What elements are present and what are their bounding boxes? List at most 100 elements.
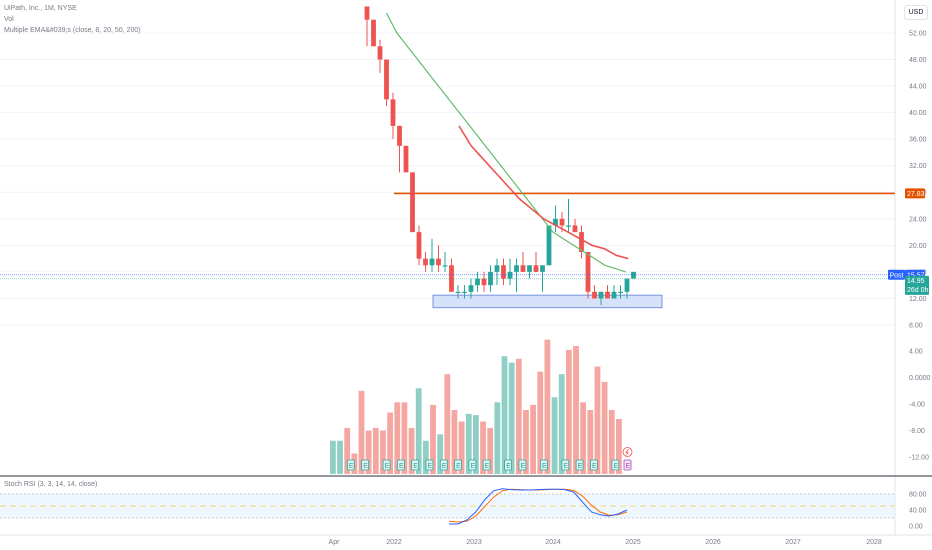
time-tick-label: 2022 [386, 539, 402, 546]
countdown-label: 26d 0h [907, 287, 929, 294]
earnings-label: E [385, 463, 390, 470]
earnings-label: E [442, 463, 447, 470]
volume-bar [594, 366, 601, 474]
candle-body [507, 271, 513, 279]
candle-body [546, 225, 552, 266]
candle-body [579, 232, 584, 252]
candle-body [553, 218, 558, 226]
volume-bar [530, 404, 536, 474]
candle-body [631, 271, 636, 279]
post-tag-bg [888, 269, 905, 280]
candle-body [397, 125, 402, 146]
earnings-icon [611, 459, 620, 471]
time-tick-label: 2024 [545, 539, 561, 546]
earnings-label: E [542, 463, 547, 470]
candle-body [611, 291, 617, 299]
ema-short-line [385, 12, 626, 273]
volume-bar [387, 412, 393, 474]
stoch-rsi-legend[interactable]: Stoch RSI (3, 3, 14, 14, close) [4, 481, 98, 488]
earnings-label: E [456, 463, 461, 470]
time-tick-label: 2026 [705, 539, 721, 546]
volume-bar [401, 402, 408, 474]
earnings-label: E [349, 463, 354, 470]
price-tick-label: 48.00 [909, 57, 927, 64]
volume-bar [365, 430, 372, 474]
volume-bar [415, 388, 422, 474]
candle-body [481, 278, 487, 286]
time-tick-label: 2027 [785, 539, 801, 546]
volume-tick-label: 0.0000 [909, 375, 931, 382]
volume-bar [537, 371, 544, 474]
volume-bar [330, 440, 336, 474]
candle-body [572, 225, 578, 233]
volume-bar [444, 374, 451, 474]
earnings-icon [518, 459, 527, 471]
volume-bar [337, 440, 343, 474]
earnings-label: E [506, 463, 511, 470]
volume-bar [501, 356, 508, 474]
earnings-label: E [399, 463, 404, 470]
volume-tick-label: 4.00 [909, 349, 923, 356]
candle-body [488, 271, 493, 286]
price-tick-label: 32.00 [909, 163, 927, 170]
volume-bar [551, 397, 558, 474]
symbol-legend[interactable]: UiPath, Inc., 1M, NYSE [4, 5, 77, 12]
volume-bar [608, 410, 615, 474]
candle-body [384, 59, 389, 100]
earnings-label: E [613, 463, 618, 470]
stoch-tick-label: 40.00 [909, 508, 927, 515]
candle-body [520, 265, 526, 272]
volume-bar [465, 413, 472, 474]
post-tag-label: Post [890, 272, 904, 279]
candle-body [624, 278, 630, 292]
upcoming-earnings-label: E [626, 463, 631, 470]
stoch-tick-label: 80.00 [909, 492, 927, 499]
resistance-price-label: 27.83 [907, 191, 925, 198]
dividend-flash-icon [622, 447, 633, 457]
currency-button[interactable]: USD [904, 5, 928, 20]
candle-body [462, 291, 467, 294]
price-tick-label: 24.00 [909, 216, 927, 223]
earnings-icon [411, 459, 420, 471]
earnings-icon [361, 459, 370, 471]
volume-bar [394, 402, 401, 474]
stoch-tick-label: 0.00 [909, 524, 923, 531]
volume-bar [344, 427, 351, 474]
candle-body [566, 225, 571, 227]
price-tick-label: 20.00 [909, 243, 927, 250]
candle-body [423, 258, 428, 266]
volume-bar [580, 402, 587, 474]
earnings-icon [561, 459, 570, 471]
candle-body [410, 172, 415, 233]
stoch-k-line [449, 488, 628, 525]
volume-bar [473, 415, 479, 474]
time-tick-label: 2025 [625, 539, 641, 546]
candle-body [559, 218, 565, 226]
price-tick-label: 40.00 [909, 110, 927, 117]
candle-body [527, 265, 532, 272]
current-price-label: 14.95 [907, 278, 925, 285]
volume-legend[interactable]: Vol [4, 16, 14, 23]
earnings-label: E [578, 463, 583, 470]
candle-body [403, 145, 409, 173]
candle-body [371, 19, 376, 47]
price-tick-label: 36.00 [909, 137, 927, 144]
earnings-icon [482, 459, 491, 471]
earnings-icon [468, 459, 477, 471]
volume-bar [515, 358, 522, 474]
current-price-bg [905, 275, 929, 295]
volume-bar [451, 410, 458, 474]
price-tick-label: 52.00 [909, 31, 927, 38]
earnings-icon [504, 459, 513, 471]
post-price-label: 15.57 [907, 272, 925, 279]
candle-body [468, 285, 474, 292]
resistance-price-label-bg [905, 188, 925, 199]
candle-body [533, 265, 539, 272]
volume-bar [487, 427, 494, 474]
candle-body [605, 291, 610, 299]
volume-bar [508, 362, 515, 474]
earnings-icon [439, 459, 448, 471]
ema-legend[interactable]: Multiple EMA&#039;s (close, 8, 20, 50, 2… [4, 27, 141, 34]
earnings-icon [539, 459, 548, 471]
